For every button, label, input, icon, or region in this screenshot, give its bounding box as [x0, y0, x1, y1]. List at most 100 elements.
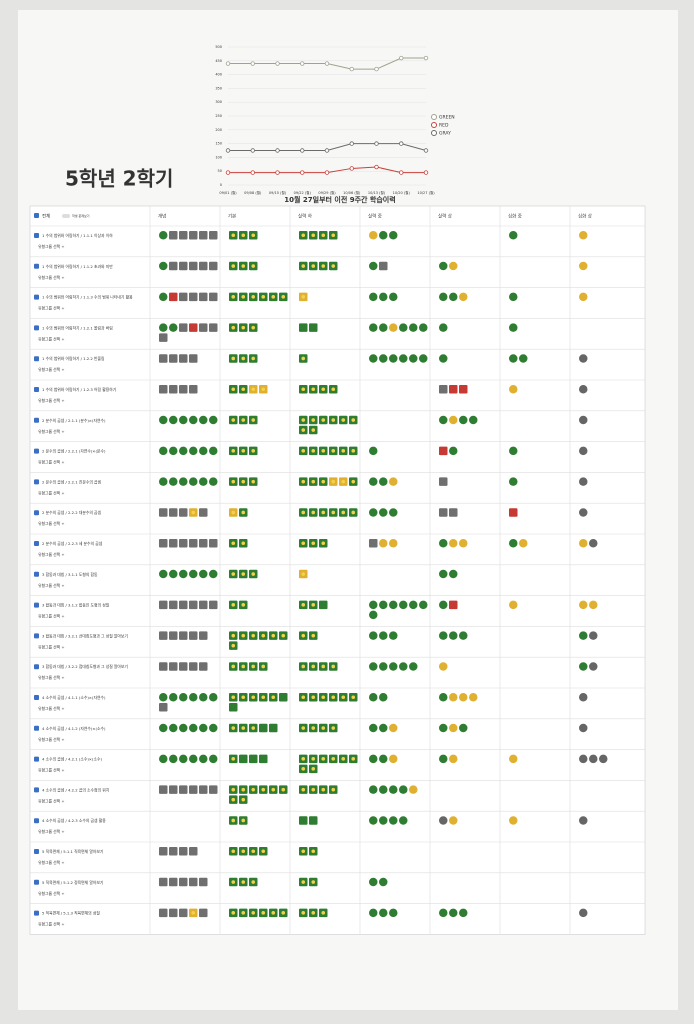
star-dot — [311, 541, 316, 546]
group-button: 유형그룹 선택 + — [38, 675, 65, 680]
status-icon — [159, 754, 168, 764]
star-dot — [341, 449, 346, 453]
status-icon — [179, 877, 188, 887]
row-label: 1 수의 범위와 어림하기 / 1.1.3 수의 범위 나타내기 활용 — [42, 295, 133, 300]
checkbox — [34, 294, 39, 300]
status-icon — [389, 354, 398, 363]
status-icon — [159, 847, 168, 856]
status-icon — [259, 723, 268, 733]
status-icon — [199, 908, 208, 918]
series-point — [399, 55, 404, 61]
status-icon — [179, 323, 188, 332]
status-icon — [579, 508, 588, 517]
status-icon — [449, 292, 458, 302]
star-dot — [351, 695, 356, 700]
status-icon — [389, 908, 398, 918]
status-icon — [199, 569, 208, 579]
star-dot — [241, 797, 246, 802]
status-icon — [169, 754, 178, 764]
series-point — [374, 164, 379, 170]
status-icon — [179, 908, 188, 918]
status-icon — [419, 323, 428, 332]
star-dot — [231, 849, 236, 854]
status-icon — [439, 477, 448, 486]
status-icon — [159, 333, 168, 342]
status-icon — [439, 385, 448, 394]
status-icon — [159, 477, 168, 486]
series-point — [324, 61, 330, 66]
status-icon — [439, 631, 448, 640]
column-header: 실력 상 — [438, 213, 452, 220]
status-icon — [169, 847, 178, 856]
status-icon — [169, 261, 178, 271]
row-label: 5 직육면체 / 5.1.3 직육면체의 성질 — [42, 911, 100, 916]
row-label: 4 소수의 곱셈 / 4.1.2 (자연수)×(소수) — [42, 726, 106, 731]
status-icon — [459, 292, 468, 302]
status-icon — [439, 261, 448, 271]
star-dot — [241, 695, 246, 700]
series-point — [399, 170, 404, 175]
y-tick-label: 50 — [218, 169, 222, 173]
status-icon — [409, 785, 418, 794]
status-icon — [159, 662, 168, 671]
star-dot — [231, 572, 236, 576]
group-button: 유형그룹 선택 + — [38, 768, 65, 773]
status-icon — [579, 908, 588, 918]
star-dot — [301, 479, 306, 484]
table-frame — [29, 205, 646, 935]
star-dot — [301, 572, 306, 576]
star-dot — [341, 479, 346, 484]
status-icon — [209, 477, 218, 486]
star-dot — [321, 757, 326, 761]
status-icon — [509, 231, 518, 240]
status-icon — [589, 600, 598, 610]
status-icon — [379, 354, 388, 363]
status-icon — [509, 292, 518, 302]
checkbox — [34, 664, 39, 670]
status-icon — [459, 693, 468, 702]
status-icon — [159, 508, 168, 517]
status-icon — [169, 508, 178, 517]
status-icon — [179, 231, 188, 240]
star-dot — [321, 233, 326, 238]
star-dot — [231, 387, 236, 392]
series-point — [399, 141, 404, 146]
page-title: 5학년 2학기 — [65, 167, 173, 191]
legend-label: GRAY — [439, 131, 451, 137]
status-icon — [379, 785, 388, 794]
checkbox — [34, 571, 39, 577]
status-icon — [509, 323, 518, 332]
row-label: 3 합동과 대칭 / 3.1.1 도형의 합동 — [42, 572, 98, 577]
status-icon — [209, 785, 218, 794]
star-dot — [321, 479, 326, 484]
status-icon — [189, 631, 198, 640]
status-icon — [459, 385, 468, 394]
status-icon — [579, 816, 588, 825]
status-icon — [439, 754, 448, 764]
row-label: 4 소수의 곱셈 / 4.2.1 (소수)×(소수) — [42, 757, 102, 762]
status-icon — [399, 662, 408, 671]
status-icon — [199, 415, 208, 425]
status-icon — [379, 261, 388, 271]
status-icon — [209, 415, 218, 425]
status-icon — [579, 723, 588, 733]
status-icon — [439, 723, 448, 733]
star-dot — [301, 726, 306, 730]
status-icon — [409, 323, 418, 332]
row-label: 1 수의 범위와 어림하기 / 1.2.3 어림 활용하기 — [42, 387, 116, 392]
status-icon — [159, 446, 168, 456]
status-icon — [409, 354, 418, 363]
status-icon — [409, 600, 418, 610]
status-icon — [159, 539, 168, 548]
star-dot — [321, 387, 326, 392]
star-dot — [261, 633, 266, 638]
status-icon — [379, 754, 388, 764]
status-icon — [169, 723, 178, 733]
row-label: 1 수의 범위와 어림하기 / 1.1.1 이상과 이하 — [42, 233, 113, 238]
status-icon — [189, 354, 198, 363]
series-point — [300, 148, 305, 153]
star-dot — [241, 325, 246, 330]
star-dot — [251, 880, 256, 884]
star-dot — [231, 264, 236, 268]
star-dot — [311, 880, 316, 884]
